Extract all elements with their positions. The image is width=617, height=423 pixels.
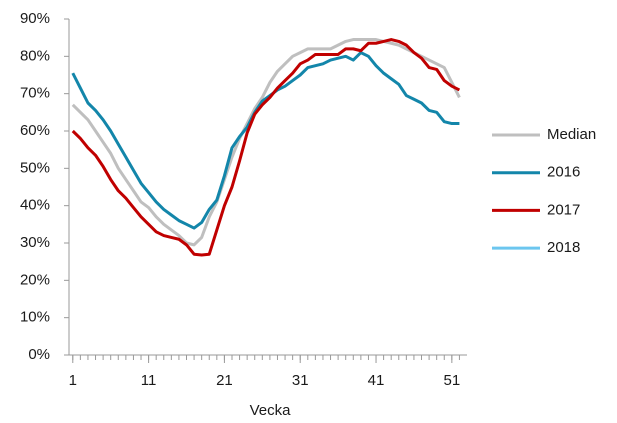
x-tick-label: 21 bbox=[216, 372, 233, 389]
y-tick-label: 50% bbox=[20, 159, 50, 176]
y-tick-label: 90% bbox=[20, 10, 50, 27]
x-tick-label: 1 bbox=[69, 372, 77, 389]
x-tick-label: 11 bbox=[141, 372, 157, 389]
y-tick-label: 10% bbox=[20, 309, 50, 326]
legend-label: 2018 bbox=[547, 239, 580, 256]
y-tick-label: 20% bbox=[20, 271, 50, 288]
series-line bbox=[71, 38, 461, 257]
x-tick-label: 41 bbox=[368, 372, 385, 389]
x-tick-label: 51 bbox=[443, 372, 460, 389]
y-tick-label: 80% bbox=[20, 47, 50, 64]
y-tick-label: 30% bbox=[20, 234, 50, 251]
series-line bbox=[71, 38, 461, 247]
y-tick-label: 0% bbox=[28, 346, 50, 363]
legend-label: 2017 bbox=[547, 201, 580, 218]
y-tick-label: 70% bbox=[20, 85, 50, 102]
x-tick-label: 31 bbox=[292, 372, 309, 389]
series-line bbox=[71, 51, 460, 230]
y-tick-label: 40% bbox=[20, 197, 50, 214]
x-axis-label: Vecka bbox=[250, 402, 292, 419]
legend-label: 2016 bbox=[547, 164, 580, 181]
legend-label: Median bbox=[547, 126, 596, 143]
y-tick-label: 60% bbox=[20, 122, 50, 139]
